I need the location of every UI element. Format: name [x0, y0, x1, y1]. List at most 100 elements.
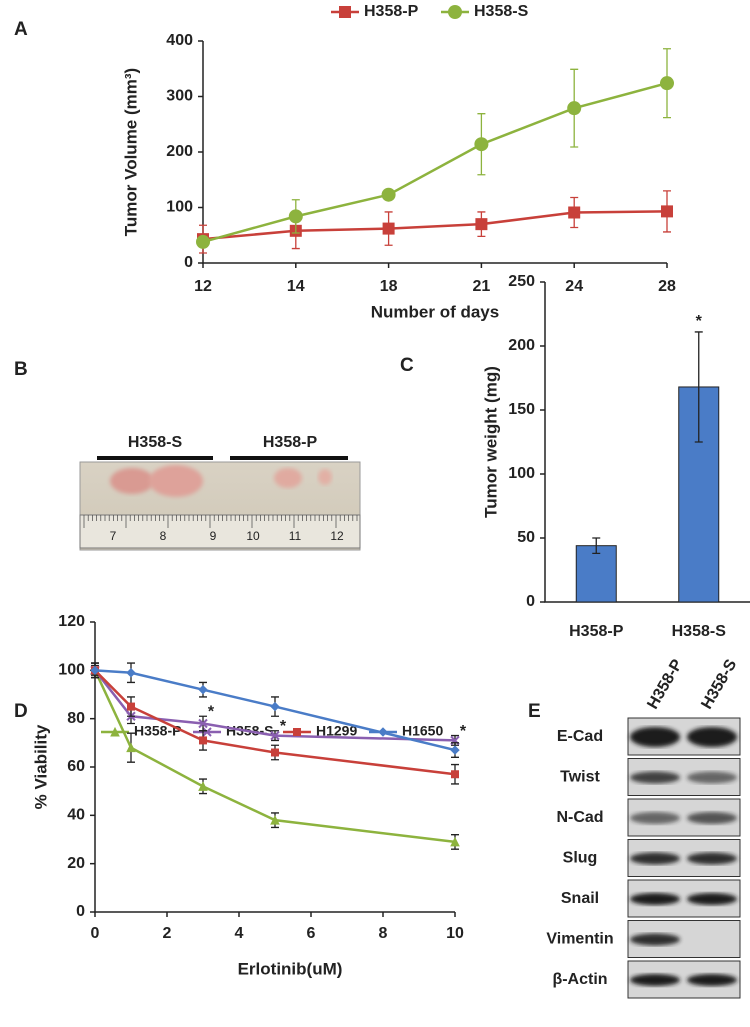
group-label: H358-P [263, 434, 318, 451]
marker [90, 665, 100, 676]
x-tick-label: 10 [446, 925, 464, 942]
y-tick-label: 80 [67, 710, 85, 727]
blot-band [630, 933, 680, 946]
marker [661, 205, 673, 218]
tumor [110, 468, 154, 494]
y-axis-label: Tumor weight (mg) [481, 366, 500, 518]
panel-letter: E [528, 701, 541, 722]
y-tick-label: 0 [76, 903, 85, 920]
legend-label: H358-S [474, 3, 529, 20]
marker [450, 836, 460, 847]
legend-label: H358-P [364, 3, 419, 20]
x-tick-label: 12 [194, 278, 212, 295]
marker [381, 187, 396, 202]
ruler-label: 9 [210, 529, 217, 543]
legend-marker [110, 726, 120, 737]
blot-band [630, 771, 680, 784]
blot: E-Cad Twist N-Cad Slug Snail Vimentin β-Actin [546, 717, 741, 999]
y-tick-label: 120 [58, 613, 85, 630]
x-tick-label: H358-S [672, 623, 727, 640]
marker [270, 815, 280, 825]
marker [568, 206, 581, 219]
significance: * [280, 718, 287, 735]
ruler-ticks [83, 515, 358, 528]
blot-band [630, 893, 680, 905]
marker [198, 718, 208, 729]
blot-band [687, 812, 737, 824]
ruler [79, 514, 361, 549]
panel-letter: C [400, 355, 414, 376]
blot-band [630, 727, 680, 747]
marker [475, 218, 488, 231]
y-tick-label: 100 [508, 465, 535, 482]
ruler-label: 12 [330, 529, 344, 543]
blot-band [630, 812, 680, 824]
y-tick-label: 100 [58, 662, 85, 679]
legend-label: H1299 [316, 723, 357, 739]
significance: * [208, 703, 215, 720]
marker [270, 701, 280, 712]
protein-label: N-Cad [556, 809, 603, 826]
bar [575, 545, 617, 603]
x-tick-label: 24 [565, 278, 583, 295]
error-bar [694, 331, 703, 443]
marker [474, 137, 489, 152]
tumor [318, 469, 332, 485]
y-tick-label: 60 [67, 758, 85, 775]
marker [271, 748, 279, 757]
marker [660, 76, 674, 91]
blot-band [630, 974, 680, 986]
x-axis-label: Number of days [371, 302, 499, 321]
x-tick-label: 21 [473, 278, 491, 295]
panel-letter: B [14, 359, 28, 380]
x-tick-label: 28 [658, 278, 676, 295]
lane-label: H358-S [698, 656, 740, 712]
blot-band [687, 727, 737, 747]
panel-letter: D [14, 701, 28, 722]
marker [198, 684, 208, 695]
ruler-label: 7 [110, 529, 117, 543]
protein-label: Vimentin [546, 931, 613, 948]
legend-marker [293, 728, 301, 736]
x-tick-label: 14 [287, 278, 305, 295]
marker [567, 101, 582, 116]
significance: * [460, 723, 467, 740]
protein-label: Twist [560, 769, 600, 786]
y-axis-label: Tumor Volume (mm³) [121, 68, 140, 236]
x-tick-label: 18 [380, 278, 398, 295]
marker [198, 781, 208, 791]
tumor [274, 468, 302, 488]
y-tick-label: 0 [526, 593, 535, 610]
photo: 7 8 9 10 11 12 [79, 461, 361, 551]
legend-marker [202, 727, 212, 737]
legend-marker [448, 5, 462, 19]
significance: * [696, 313, 703, 330]
y-tick-label: 40 [67, 807, 85, 824]
blot-band [687, 852, 737, 865]
marker [126, 742, 136, 753]
axis [202, 41, 667, 264]
marker [382, 222, 395, 235]
y-tick-label: 300 [166, 88, 193, 105]
y-axis-label: % Viability [31, 724, 50, 809]
y-tick-label: 400 [166, 32, 193, 49]
legend-marker [339, 6, 351, 18]
marker [196, 234, 210, 249]
y-tick-label: 200 [166, 143, 193, 160]
protein-label: Slug [563, 850, 598, 867]
y-tick-label: 150 [508, 401, 535, 418]
marker [451, 770, 459, 779]
ruler-label: 11 [289, 529, 302, 543]
y-tick-label: 250 [508, 273, 535, 290]
x-tick-label: 6 [307, 925, 316, 942]
blot-band [630, 852, 680, 865]
tumor [149, 465, 203, 497]
y-tick-label: 50 [517, 529, 535, 546]
legend-label: H358-P [134, 723, 181, 739]
x-tick-label: 8 [379, 925, 388, 942]
marker [199, 736, 207, 745]
marker [127, 702, 135, 711]
lane-label: H358-P [644, 656, 686, 712]
marker [450, 745, 460, 755]
